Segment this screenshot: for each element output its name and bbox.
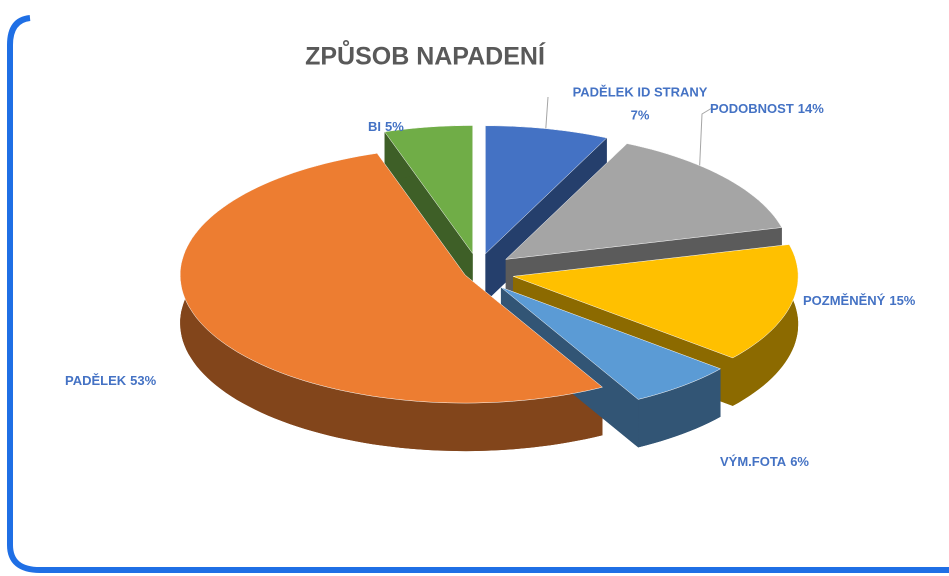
data-label-name: VÝM.FOTA bbox=[720, 454, 787, 469]
slice bbox=[384, 125, 473, 255]
card-border bbox=[7, 15, 949, 573]
data-label-group: POZMĚNĚNÝ 15% bbox=[803, 293, 916, 308]
data-label-name: PODOBNOST bbox=[710, 101, 794, 116]
data-label: 6% bbox=[790, 454, 809, 469]
slice bbox=[500, 287, 722, 400]
data-label: 15% bbox=[889, 293, 915, 308]
data-label-group: VÝM.FOTA 6% bbox=[720, 454, 809, 469]
data-label-group: BI 5% bbox=[368, 119, 404, 134]
data-label-name: PADĚLEK ID STRANY bbox=[573, 84, 708, 99]
slice bbox=[513, 244, 799, 359]
data-label: 5% bbox=[385, 119, 404, 134]
slice-rim bbox=[732, 244, 799, 406]
data-label-name: POZMĚNĚNÝ bbox=[803, 293, 886, 308]
slice bbox=[179, 153, 604, 404]
data-label-name: BI bbox=[368, 119, 381, 134]
data-label-group: PADĚLEK 53% bbox=[65, 373, 157, 388]
data-label: 7% bbox=[631, 107, 650, 122]
data-label: 14% bbox=[798, 101, 824, 116]
data-label-name: PADĚLEK bbox=[65, 373, 127, 388]
data-label-group: PODOBNOST 14% bbox=[710, 101, 824, 116]
slice-rim bbox=[180, 153, 603, 452]
slice bbox=[505, 143, 783, 260]
slice-rim bbox=[638, 368, 721, 448]
data-label: 53% bbox=[130, 373, 156, 388]
leader-line bbox=[698, 107, 713, 181]
slice bbox=[485, 125, 608, 255]
chart-title: ZPŮSOB NAPADENÍ bbox=[305, 39, 546, 71]
